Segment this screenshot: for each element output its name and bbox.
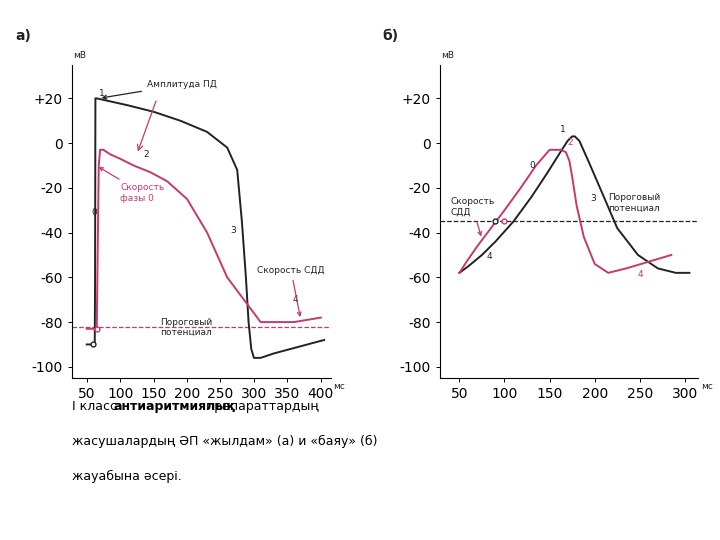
Text: 4: 4 <box>638 271 644 279</box>
Text: 3: 3 <box>590 194 596 203</box>
Text: Пороговый
потенциал: Пороговый потенциал <box>161 318 212 337</box>
Text: препараттардың: препараттардың <box>202 400 318 413</box>
Text: 2: 2 <box>143 150 149 159</box>
Text: Скорость
СДД: Скорость СДД <box>451 197 495 235</box>
Text: 1: 1 <box>560 125 566 134</box>
Text: 0: 0 <box>91 208 97 217</box>
Text: жауабына әсері.: жауабына әсері. <box>72 470 181 483</box>
Text: мс: мс <box>333 382 345 392</box>
Text: 2: 2 <box>567 138 573 147</box>
Text: 3: 3 <box>230 226 236 234</box>
Text: Скорость
фазы 0: Скорость фазы 0 <box>99 167 164 202</box>
Text: мВ: мВ <box>73 51 86 60</box>
Text: мс: мс <box>701 382 713 392</box>
Text: Скорость СДД: Скорость СДД <box>257 266 325 316</box>
Text: а): а) <box>15 29 31 43</box>
Text: 0: 0 <box>530 161 536 170</box>
Text: І класс: І класс <box>72 400 121 413</box>
Text: б): б) <box>382 29 399 43</box>
Text: жасушалардың ӘП «жылдам» (а) и «баяу» (б): жасушалардың ӘП «жылдам» (а) и «баяу» (б… <box>72 435 377 448</box>
Text: мВ: мВ <box>441 51 454 60</box>
Text: 4: 4 <box>293 295 298 304</box>
Text: Пороговый
потенциал: Пороговый потенциал <box>608 193 660 212</box>
Text: 1: 1 <box>99 89 105 98</box>
Text: антиаритмиялық: антиаритмиялық <box>114 400 235 413</box>
Text: Амплитуда ПД: Амплитуда ПД <box>103 80 217 99</box>
Text: 4: 4 <box>487 252 492 261</box>
